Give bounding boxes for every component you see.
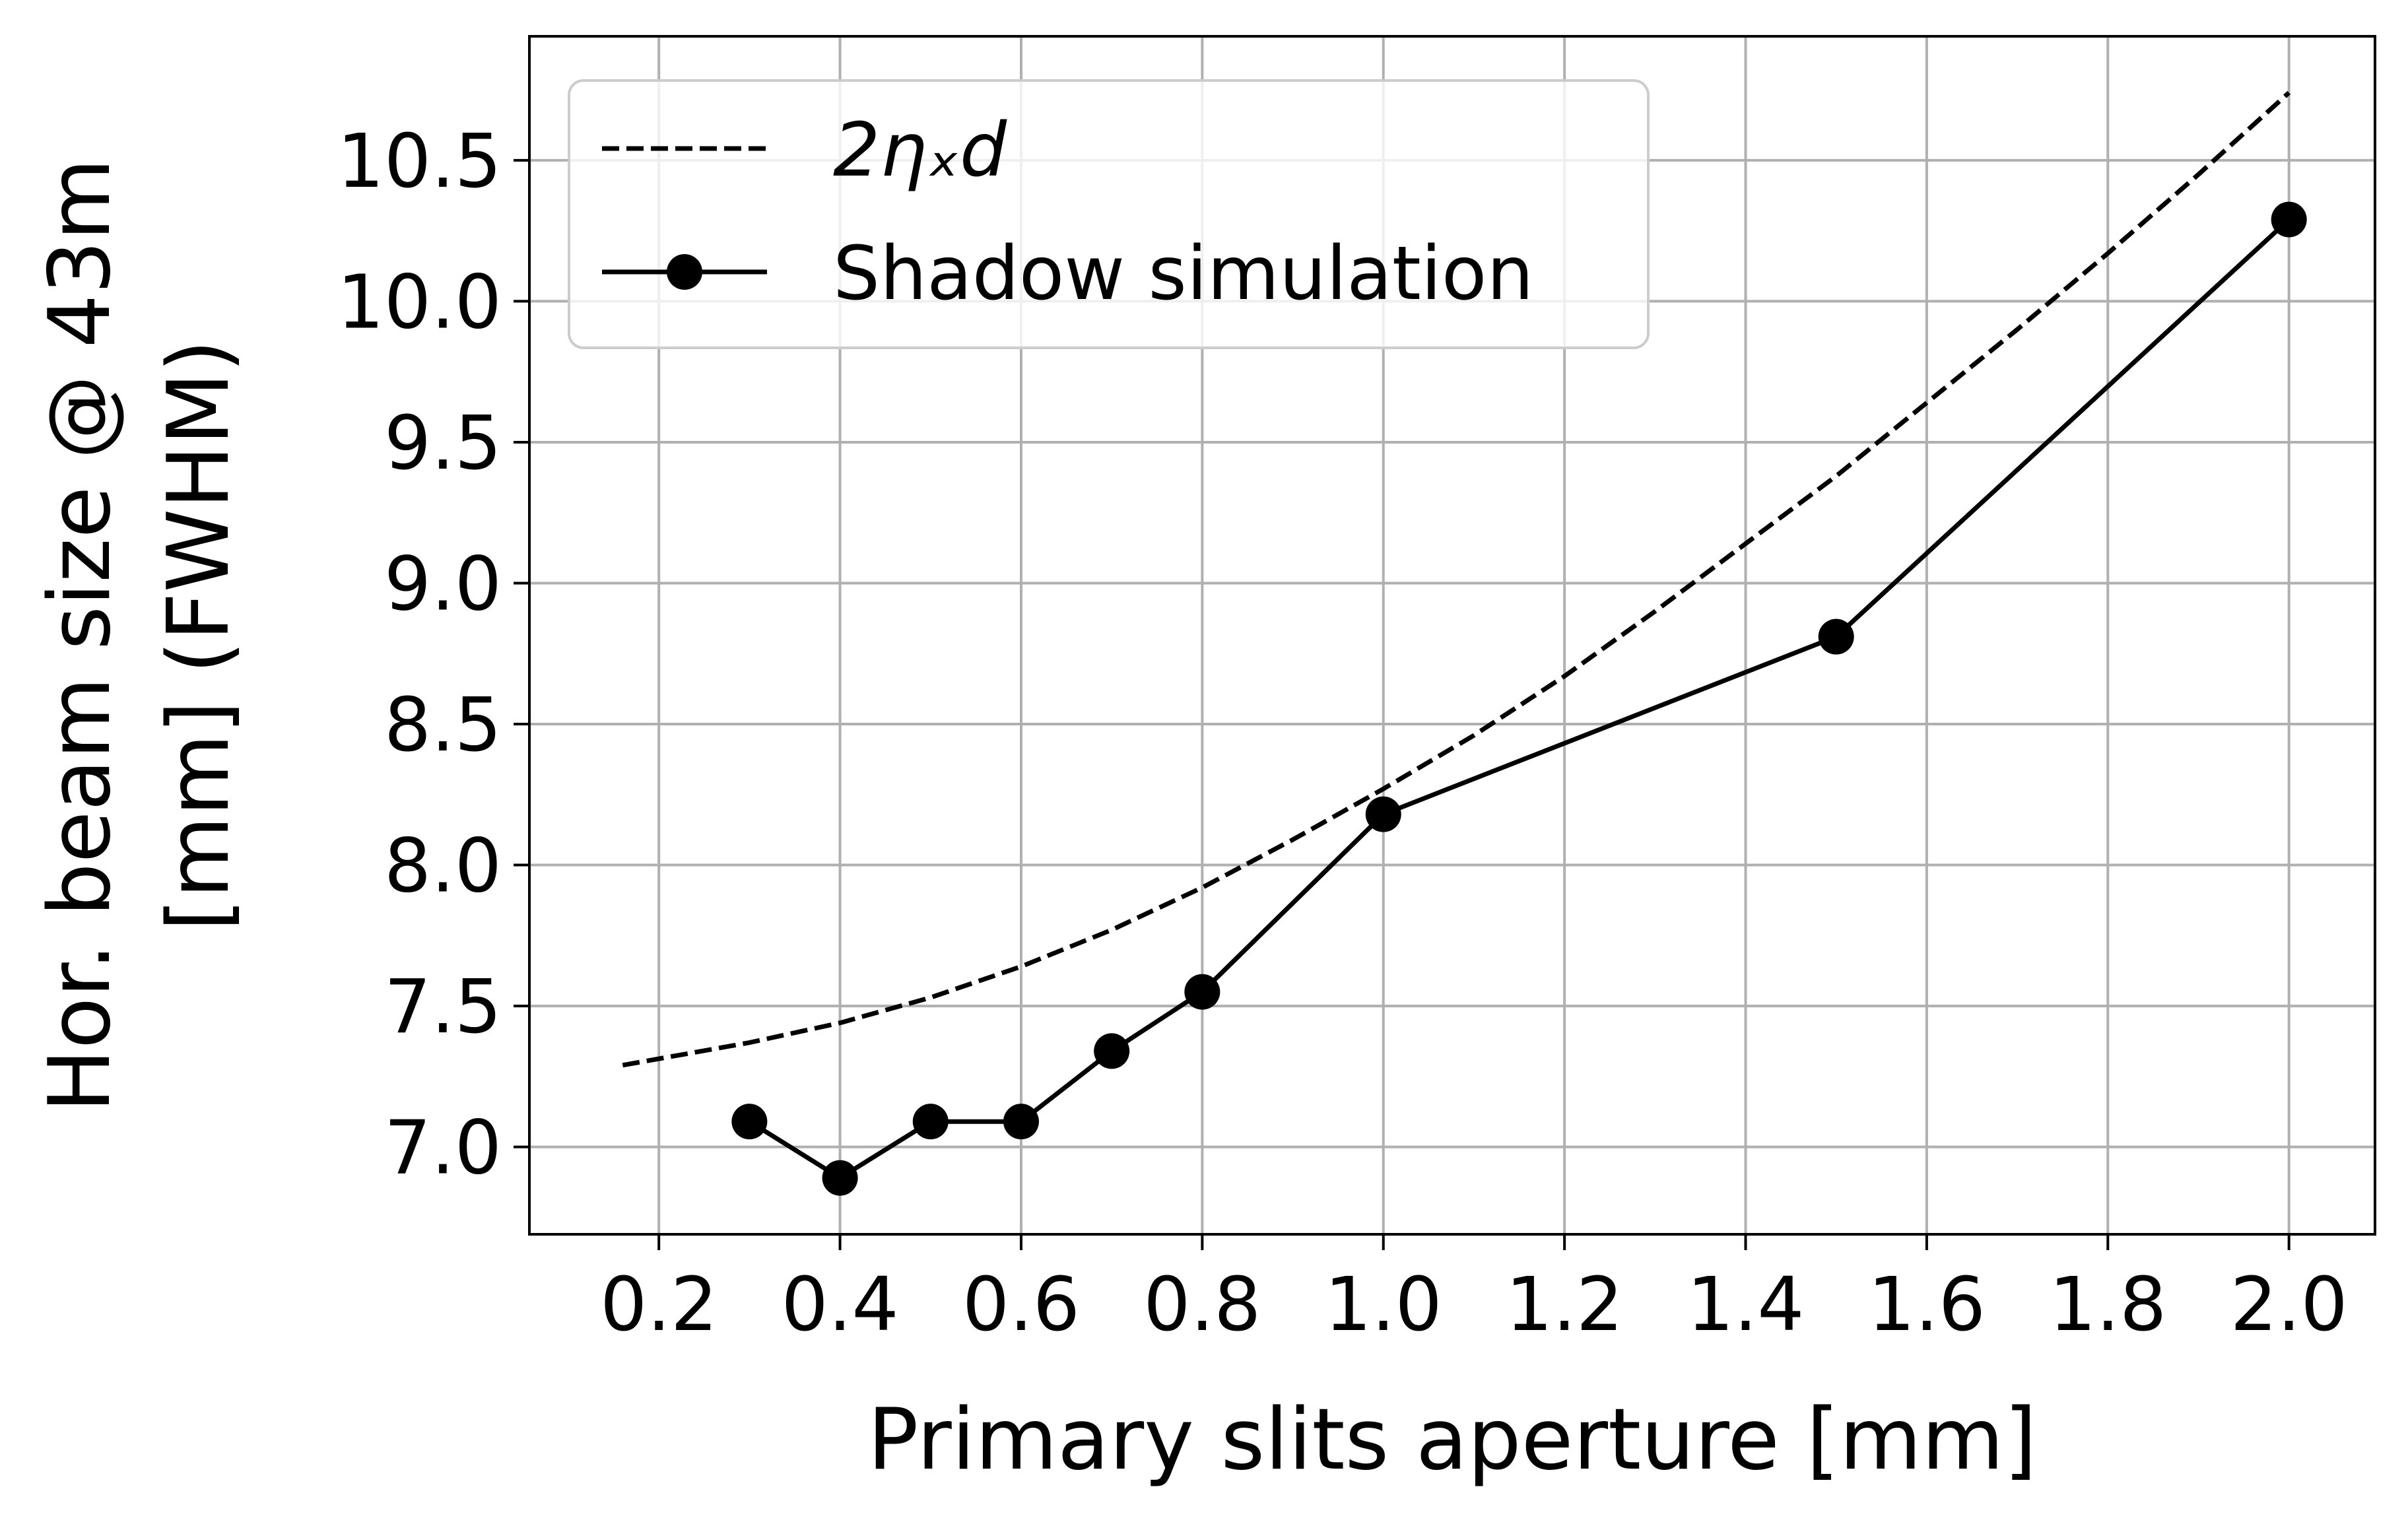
data-point-shadow-simulation (2271, 201, 2307, 238)
x-tick-label-1: 1.0 (1325, 1262, 1442, 1348)
y-tick-label-9: 9.0 (384, 541, 502, 627)
series-line-two-eta-x-d (622, 90, 2291, 1068)
x-tick-label-0-8: 0.8 (1143, 1262, 1261, 1348)
y-tick-label-7-5: 7.5 (384, 964, 502, 1050)
y-tick-label-7: 7.0 (384, 1106, 502, 1191)
y-tick-label-10-5: 10.5 (337, 119, 502, 205)
y-axis-label-line-2: [mm] (FWHM) (150, 339, 248, 931)
data-point-shadow-simulation (1094, 1033, 1130, 1069)
data-point-shadow-simulation (912, 1104, 949, 1140)
legend-label-2-eta-x-d-text: 2ηₓd (833, 108, 1007, 193)
x-tick-label-1-4: 1.4 (1687, 1262, 1804, 1348)
data-point-shadow-simulation (1365, 796, 1401, 832)
legend-label-2-eta-x-d: 2ηₓd (833, 108, 1007, 193)
y-tick-label-8-5: 8.5 (384, 682, 502, 768)
y-tick-label-9-5: 9.5 (384, 401, 502, 486)
data-point-shadow-simulation (1818, 618, 1854, 655)
y-axis-label-line-1: Hor. beam size @ 43m (31, 158, 129, 1113)
x-tick-label-1-2: 1.2 (1506, 1262, 1623, 1348)
data-series (622, 90, 2307, 1196)
x-tick-label-1-6: 1.6 (1868, 1262, 1986, 1348)
legend-marker-swatch (667, 254, 702, 290)
plot-frame (528, 35, 2376, 1236)
data-point-shadow-simulation (1184, 974, 1221, 1010)
axis-ticks: 0.2 0.4 0.6 0.8 1.0 1.2 1.4 1.6 1.8 2.0 7.0 7.5 8.0 8… (337, 119, 2348, 1348)
y-tick-label-10: 10.0 (337, 259, 502, 345)
data-point-shadow-simulation (822, 1160, 858, 1196)
legend: 2ηₓd Shadow simulation (568, 79, 1650, 349)
x-tick-label-2: 2.0 (2230, 1262, 2348, 1348)
data-point-shadow-simulation (1003, 1104, 1039, 1140)
x-tick-label-0-4: 0.4 (782, 1262, 899, 1348)
data-point-shadow-simulation (731, 1104, 768, 1140)
legend-label-shadow-simulation: Shadow simulation (833, 231, 1533, 317)
x-axis-label: Primary slits aperture [mm] (867, 1391, 2037, 1489)
y-tick-label-8: 8.0 (384, 824, 502, 910)
x-tick-label-0-2: 0.2 (600, 1262, 718, 1348)
x-tick-label-0-6: 0.6 (962, 1262, 1080, 1348)
legend-box (568, 79, 1650, 349)
x-tick-label-1-8: 1.8 (2049, 1262, 2166, 1348)
